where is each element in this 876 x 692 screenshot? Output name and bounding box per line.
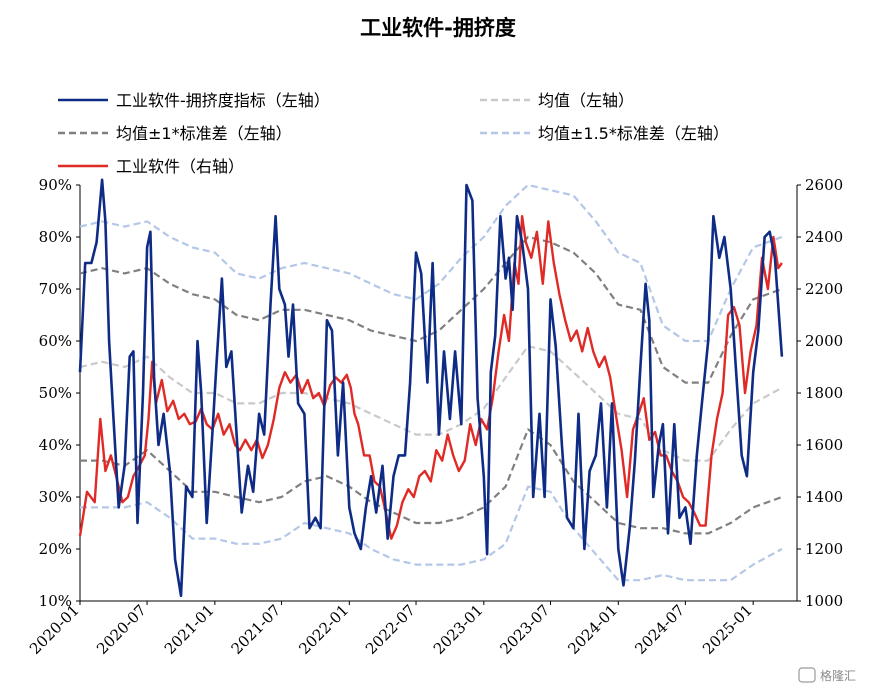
y-right-tick-label: 2400 [805, 228, 843, 246]
watermark-logo-icon [798, 667, 816, 683]
watermark-text: 格隆汇 [820, 668, 856, 683]
plot-area [78, 178, 784, 598]
y-left-tick-label: 90% [39, 176, 72, 194]
y-left-tick-label: 40% [39, 436, 72, 454]
x-tick-label: 2020-07 [93, 601, 150, 658]
y-right-tick-label: 1600 [805, 436, 843, 454]
watermark: 格隆汇 [798, 667, 856, 683]
x-tick-label: 2024-07 [631, 601, 688, 658]
series-line-0 [78, 178, 784, 598]
y-right-tick-label: 1200 [805, 540, 843, 558]
y-left-tick-label: 20% [39, 540, 72, 558]
y-left-tick-label: 10% [39, 592, 72, 610]
x-tick-label: 2021-07 [228, 601, 285, 658]
y-left-tick-label: 30% [39, 488, 72, 506]
legend-label: 工业软件（右轴） [116, 157, 244, 176]
series-line-4 [80, 428, 783, 535]
x-tick-label: 2023-07 [497, 601, 554, 658]
legend: 工业软件-拥挤度指标（左轴） 均值（左轴） 均值±1*标准差（左轴） 均值±1.5*标… [58, 91, 729, 176]
x-tick-label: 2024-01 [564, 601, 621, 658]
y-right-tick-label: 2200 [805, 280, 843, 298]
y-right-tick-label: 1400 [805, 488, 843, 506]
y-right-tick-label: 1800 [805, 384, 843, 402]
y-left-tick-label: 60% [39, 332, 72, 350]
y-left-tick-label: 70% [39, 280, 72, 298]
y-right-tick-label: 2600 [805, 176, 843, 194]
x-tick-label: 2022-01 [295, 601, 352, 658]
legend-label: 均值±1.5*标准差（左轴） [538, 124, 729, 143]
legend-label: 工业软件-拥挤度指标（左轴） [116, 91, 330, 110]
y-right-tick-label: 2000 [805, 332, 843, 350]
series-line-5 [79, 183, 783, 343]
series-line-3 [79, 235, 783, 384]
y-right-tick-label: 1000 [805, 592, 843, 610]
x-tick-label: 2021-01 [161, 601, 218, 658]
legend-label: 均值（左轴） [538, 91, 634, 110]
y-left-tick-label: 50% [39, 384, 72, 402]
x-tick-label: 2023-01 [430, 601, 487, 658]
series-line-6 [80, 485, 783, 582]
legend-label: 均值±1*标准差（左轴） [116, 124, 292, 143]
chart-title: 工业软件-拥挤度 [360, 16, 516, 40]
y-left-tick-label: 80% [39, 228, 72, 246]
x-tick-label: 2025-01 [699, 601, 756, 658]
x-tick-label: 2022-07 [362, 601, 419, 658]
